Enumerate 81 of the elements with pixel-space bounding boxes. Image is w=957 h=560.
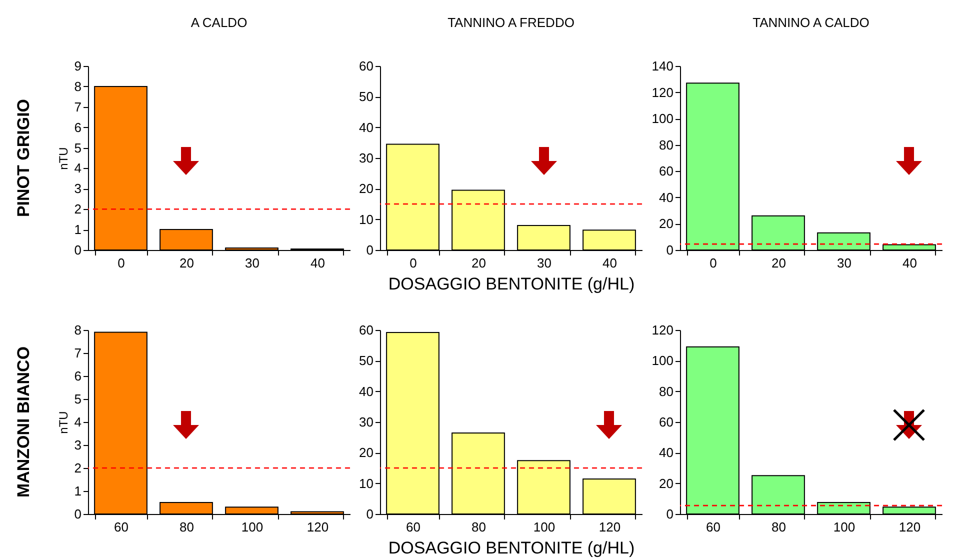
y-tick-label: 60 — [359, 58, 374, 74]
x-tick-label: 80 — [472, 520, 486, 534]
x-tick-label: 40 — [602, 256, 617, 270]
y-tick-label: 2 — [74, 460, 82, 476]
x-tick-label: 100 — [241, 520, 264, 534]
x-tick-label: 20 — [180, 256, 194, 270]
y-tick-label: 0 — [74, 242, 82, 258]
x-tick-label: 0 — [710, 256, 717, 270]
x-tick-label: 100 — [833, 520, 856, 534]
x-tick-label: 30 — [245, 256, 260, 270]
y-axis-title: nTU — [56, 411, 70, 434]
y-tick-label: 60 — [359, 322, 374, 338]
y-tick-label: 1 — [74, 484, 82, 498]
y-tick-label: 1 — [74, 222, 82, 238]
y-tick-label: 30 — [359, 414, 374, 430]
y-tick-label: 40 — [659, 190, 674, 205]
x-tick-label: 0 — [410, 256, 417, 270]
text: MANZONI BIANCO — [14, 346, 33, 498]
x-tick-label: 30 — [537, 256, 552, 270]
y-tick-label: 80 — [659, 384, 674, 399]
y-tick-label: 20 — [659, 216, 674, 232]
x-tick-label: 60 — [706, 520, 720, 534]
y-tick-label: 10 — [359, 476, 374, 491]
y-tick-label: 50 — [359, 89, 374, 104]
y-tick-label: 4 — [74, 414, 82, 430]
y-tick-label: 2 — [74, 202, 82, 217]
y-tick-label: 20 — [359, 445, 374, 460]
chart-title: A CALDO — [190, 15, 248, 30]
y-tick-label: 0 — [366, 506, 374, 522]
y-tick-label: 50 — [359, 353, 374, 368]
y-tick-label: 40 — [359, 384, 374, 399]
y-tick-label: 40 — [659, 445, 674, 460]
x-tick-label: 40 — [902, 256, 917, 270]
y-tick-label: 3 — [74, 438, 82, 452]
y-tick-label: 6 — [74, 368, 82, 384]
y-tick-label: 7 — [74, 99, 82, 114]
x-tick-label: 120 — [306, 520, 329, 534]
x-tick-label: 120 — [598, 520, 621, 534]
y-tick-label: 140 — [652, 58, 674, 74]
chart-title: TANNINO A FREDDO — [448, 15, 574, 30]
y-tick-label: 7 — [74, 346, 82, 360]
y-tick-label: 60 — [659, 164, 674, 179]
y-tick-label: 9 — [74, 58, 82, 74]
x-tick-label: 100 — [533, 520, 556, 534]
y-tick-label: 120 — [652, 84, 674, 100]
y-tick-label: 6 — [74, 120, 82, 135]
x-tick-label: 30 — [837, 256, 852, 270]
y-tick-label: 120 — [652, 322, 674, 338]
y-tick-label: 40 — [359, 120, 374, 135]
y-tick-label: 80 — [659, 137, 674, 152]
y-tick-label: 5 — [74, 140, 82, 156]
x-tick-label: 20 — [472, 256, 486, 270]
y-tick-label: 4 — [74, 160, 82, 176]
x-tick-label: 40 — [310, 256, 325, 270]
x-tick-label: 20 — [772, 256, 786, 270]
y-axis-title: nTU — [56, 147, 70, 170]
x-tick-label: 0 — [118, 256, 125, 270]
y-tick-label: 60 — [659, 414, 674, 430]
x-axis-title: DOSAGGIO BENTONITE (g/HL) — [388, 274, 635, 294]
y-tick-label: 3 — [74, 181, 82, 196]
y-tick-label: 8 — [74, 78, 82, 94]
y-tick-label: 30 — [359, 150, 374, 166]
x-tick-label: 60 — [406, 520, 420, 534]
y-tick-label: 0 — [666, 506, 674, 522]
y-tick-label: 20 — [659, 476, 674, 491]
x-axis-title: DOSAGGIO BENTONITE (g/HL) — [388, 538, 635, 558]
y-tick-label: 0 — [666, 242, 674, 258]
y-tick-label: 8 — [74, 322, 82, 338]
chart-title: TANNINO A CALDO — [752, 15, 870, 30]
y-tick-label: 0 — [74, 506, 82, 522]
y-tick-label: 20 — [359, 181, 374, 196]
x-tick-label: 120 — [898, 520, 921, 534]
x-tick-label: 60 — [114, 520, 128, 534]
x-tick-label: 80 — [180, 520, 194, 534]
y-tick-label: 10 — [359, 212, 374, 227]
x-tick-label: 80 — [772, 520, 786, 534]
y-tick-label: 100 — [652, 111, 674, 126]
y-tick-label: 5 — [74, 392, 82, 406]
text: PINOT GRIGIO — [14, 98, 33, 218]
y-tick-label: 0 — [366, 242, 374, 258]
y-tick-label: 100 — [652, 353, 674, 368]
